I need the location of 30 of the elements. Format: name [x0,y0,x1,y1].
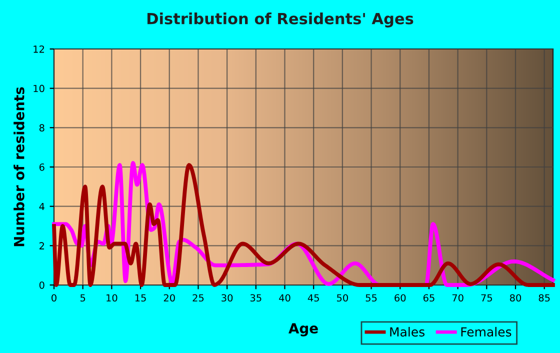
x-tick-label: 60 [394,294,406,302]
x-tick-label: 80 [510,294,522,302]
x-tick-label: 45 [308,294,319,302]
legend-label: Females [461,326,512,337]
y-tick-label: 4 [39,202,44,210]
legend-label: Males [390,326,424,337]
x-tick-label: 75 [481,294,492,302]
x-tick-label: 70 [452,294,464,302]
x-tick-label: 30 [222,294,233,302]
x-tick-label: 20 [164,294,175,302]
y-tick-label: 0 [39,281,44,289]
y-tick-label: 2 [40,242,44,250]
x-tick-label: 25 [192,294,204,302]
x-axis-title: Age [288,323,318,336]
y-tick-label: 12 [34,45,44,53]
y-tick-label: 8 [39,124,44,132]
y-axis-title: Number of residents [14,87,24,246]
x-tick-label: 15 [135,294,146,302]
y-tick-label: 10 [34,84,44,92]
x-tick-label: 0 [52,294,56,302]
x-tick-label: 50 [337,294,348,302]
x-tick-label: 10 [106,294,118,302]
y-tick-label: 6 [39,163,44,171]
x-tick-label: 40 [279,294,290,302]
x-tick-label: 85 [538,294,550,302]
x-tick-label: 65 [423,294,434,302]
x-tick-label: 35 [250,294,262,302]
x-tick-label: 5 [80,294,86,302]
x-tick-label: 55 [366,294,377,302]
chart-title: Distribution of Residents' Ages [147,12,414,28]
